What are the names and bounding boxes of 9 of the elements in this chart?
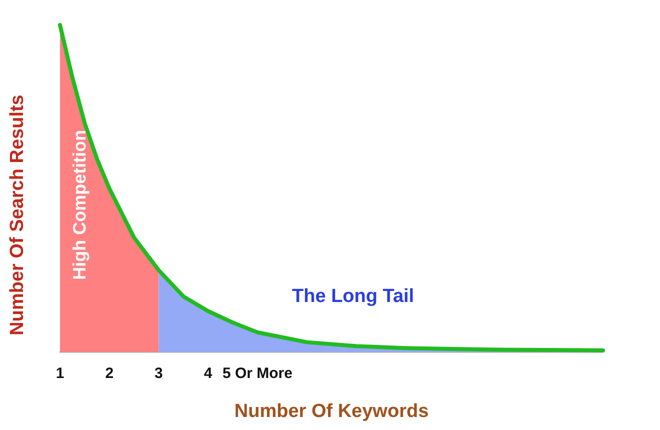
x-tick-label: 4 bbox=[204, 365, 213, 382]
x-tick-label: 1 bbox=[56, 365, 64, 382]
x-tick-label: 5 Or More bbox=[222, 365, 292, 382]
y-axis-title: Number Of Search Results bbox=[7, 94, 28, 336]
x-tick-label: 2 bbox=[105, 365, 114, 382]
x-tick-label: 3 bbox=[154, 365, 163, 382]
annotation: The Long Tail bbox=[292, 286, 414, 307]
x-axis-title: Number Of Keywords bbox=[234, 401, 429, 422]
annotation: High Competition bbox=[70, 130, 90, 280]
